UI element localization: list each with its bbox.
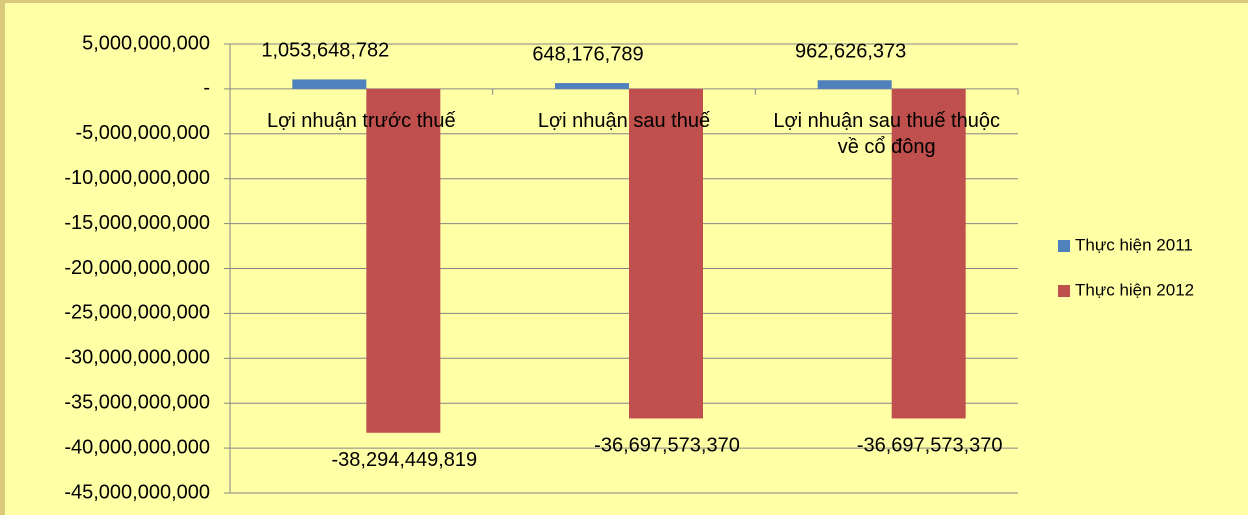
y-tick-label: -40,000,000,000 [64, 436, 210, 458]
legend-swatch [1058, 240, 1070, 252]
bar [629, 88, 703, 419]
y-tick-label: - [203, 77, 210, 99]
y-tick-label: -5,000,000,000 [75, 122, 210, 144]
legend-swatch [1058, 285, 1070, 297]
data-label: 1,053,648,782 [261, 40, 389, 62]
y-tick-label: -35,000,000,000 [64, 391, 210, 413]
y-tick-label: -30,000,000,000 [64, 347, 210, 369]
y-tick-label: -15,000,000,000 [64, 212, 210, 234]
data-label: -36,697,573,370 [594, 435, 740, 457]
x-tick-label: Lợi nhuận trước thuế [267, 109, 456, 132]
y-tick-label: -25,000,000,000 [64, 302, 210, 324]
legend-label: Thực hiện 2011 [1075, 235, 1193, 254]
data-label: -36,697,573,370 [857, 435, 1003, 457]
bar [292, 79, 367, 89]
bar [891, 88, 966, 419]
legend-label: Thực hiện 2012 [1075, 280, 1194, 299]
bar [555, 83, 629, 89]
x-tick-label: Lợi nhuận sau thuế thuộc về cổ đông [773, 109, 1000, 158]
data-label: 962,626,373 [795, 41, 906, 63]
bar [817, 80, 892, 89]
data-label: -38,294,449,819 [331, 449, 477, 471]
data-label: 648,176,789 [532, 43, 643, 65]
y-tick-label: -45,000,000,000 [64, 481, 210, 503]
y-tick-label: -10,000,000,000 [64, 167, 210, 189]
y-tick-label: -20,000,000,000 [64, 257, 210, 279]
x-tick-label: Lợi nhuận sau thuế [537, 109, 711, 132]
y-tick-label: 5,000,000,000 [82, 32, 210, 54]
chart-svg: 5,000,000,000 - -5,000,000,000 -10,000,000,… [64, 32, 1194, 503]
bar [366, 88, 441, 433]
